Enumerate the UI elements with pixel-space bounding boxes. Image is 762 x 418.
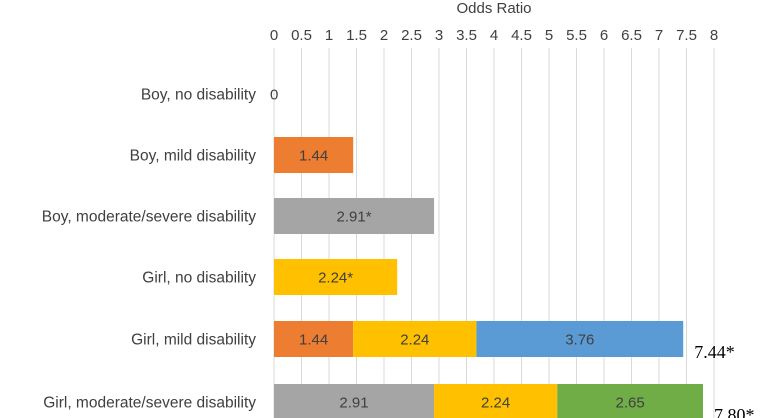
- tick-label: 2.5: [401, 27, 422, 44]
- bar-segment: [434, 384, 558, 418]
- total-value-label: 7.80*: [714, 405, 755, 418]
- category-label: Boy, no disability: [141, 87, 256, 104]
- segment-value-label: 2.24: [481, 395, 510, 412]
- category-label: Girl, mild disability: [131, 332, 256, 349]
- tick-label: 0: [270, 27, 278, 44]
- tick-label: 1: [325, 27, 333, 44]
- bar-segment: [274, 137, 354, 173]
- zero-label: 0: [270, 87, 278, 104]
- tick-label: 7.5: [676, 27, 697, 44]
- tick-label: 1.5: [346, 27, 367, 44]
- bar-segment: [274, 384, 435, 418]
- tick-label: 4: [490, 27, 498, 44]
- bar-segment: [557, 384, 703, 418]
- segment-value-label: 2.65: [616, 395, 645, 412]
- bar-segment: [274, 198, 435, 234]
- tick-label: 7: [655, 27, 663, 44]
- category-label: Boy, moderate/severe disability: [42, 209, 256, 226]
- tick-label: 2: [380, 27, 388, 44]
- category-label: Girl, moderate/severe disability: [43, 395, 256, 412]
- tick-label: 3: [435, 27, 443, 44]
- segment-value-label: 1.44: [299, 332, 328, 349]
- tick-label: 5.5: [566, 27, 587, 44]
- tick-label: 6: [600, 27, 608, 44]
- segment-value-label: 3.76: [565, 332, 594, 349]
- segment-value-label: 1.44: [299, 148, 328, 165]
- tick-label: 8: [710, 27, 718, 44]
- bar-segment: [353, 321, 477, 357]
- tick-label: 5: [545, 27, 553, 44]
- tick-label: 0.5: [291, 27, 312, 44]
- tick-label: 3.5: [456, 27, 477, 44]
- bar-segment: [274, 321, 354, 357]
- category-label: Boy, mild disability: [130, 148, 257, 165]
- bar-segment: [476, 321, 684, 357]
- segment-value-label: 2.91*: [337, 209, 372, 226]
- bars: [274, 137, 703, 418]
- tick-label: 6.5: [621, 27, 642, 44]
- bar-segment: [274, 259, 398, 295]
- segment-value-label: 2.24: [400, 332, 429, 349]
- tick-label: 4.5: [511, 27, 532, 44]
- axis-title: Odds Ratio: [456, 0, 531, 17]
- segment-value-label: 2.91: [339, 395, 368, 412]
- total-value-label: 7.44*: [694, 342, 735, 362]
- labels: 0 0.5 1 1.5 2 2.5 3 3.5 4 4.5 5 5.5 6 6.5 7 7.5 8 Boy, no…: [42, 27, 755, 418]
- category-label: Girl, no disability: [142, 270, 256, 287]
- segment-value-label: 2.24*: [318, 270, 353, 287]
